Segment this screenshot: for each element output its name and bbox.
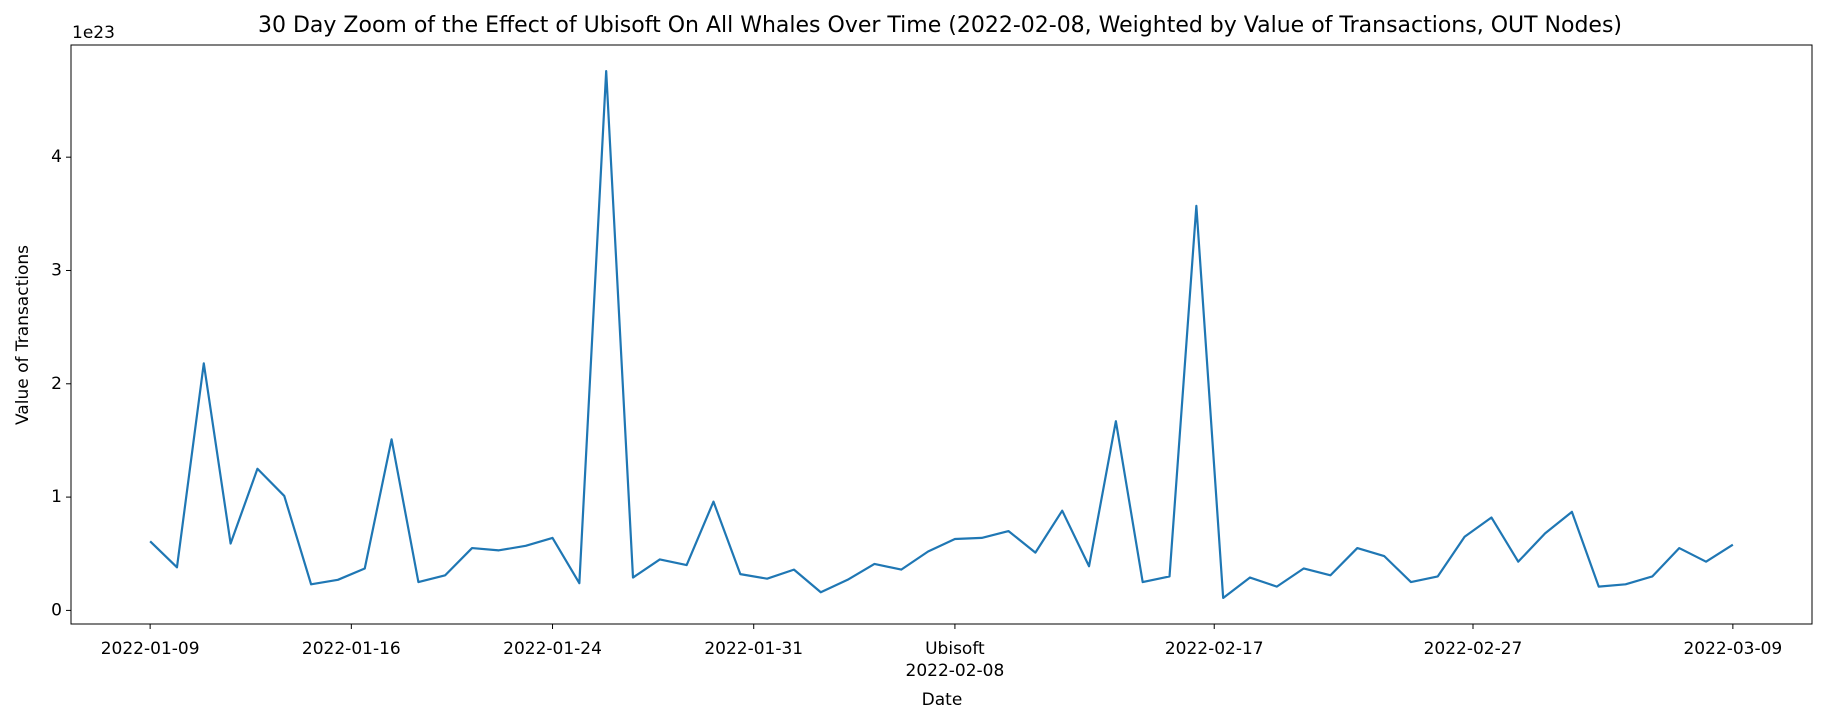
y-tick-label: 0: [51, 600, 62, 620]
x-tick-label: 2022-01-31: [704, 639, 803, 659]
chart-title: 30 Day Zoom of the Effect of Ubisoft On …: [258, 13, 1622, 38]
x-tick-label: 2022-01-09: [101, 639, 200, 659]
y-tick-label: 4: [51, 147, 62, 167]
x-tick-label: 2022-03-09: [1683, 639, 1782, 659]
plot-frame: [70, 44, 1813, 625]
x-tick-label: 2022-01-24: [503, 639, 602, 659]
x-tick-label: 2022-01-16: [302, 639, 401, 659]
x-axis-label: Date: [922, 690, 963, 710]
x-tick-label: 2022-02-17: [1165, 639, 1264, 659]
y-axis-label: Value of Transactions: [13, 245, 33, 425]
y-offset-label: 1e23: [72, 23, 115, 43]
y-tick-label: 1: [51, 487, 62, 507]
x-tick-label: Ubisoft 2022-02-08: [906, 639, 1005, 681]
y-tick-label: 2: [51, 374, 62, 394]
data-line: [149, 69, 1734, 600]
x-tick-label: 2022-02-27: [1424, 639, 1523, 659]
y-tick-label: 3: [51, 260, 62, 280]
